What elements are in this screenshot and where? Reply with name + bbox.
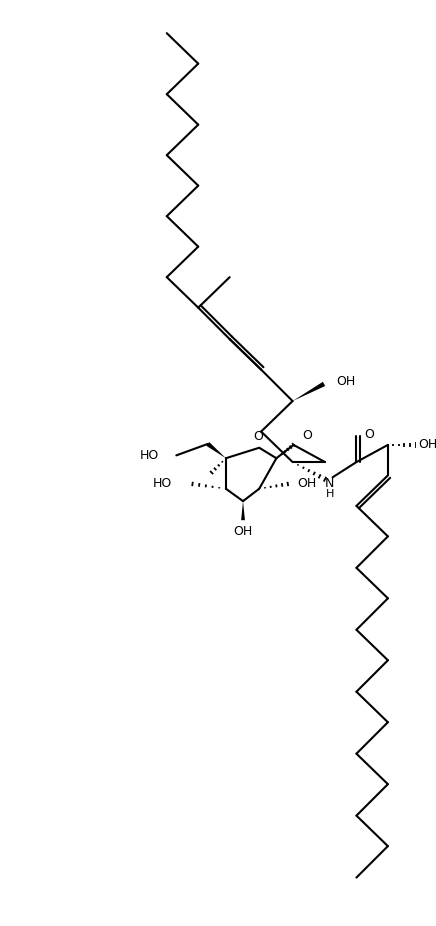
Text: OH: OH	[419, 438, 436, 451]
Text: N: N	[325, 477, 334, 490]
Text: O: O	[253, 430, 263, 443]
Text: HO: HO	[152, 478, 171, 491]
Text: OH: OH	[233, 525, 252, 538]
Text: O: O	[364, 428, 374, 441]
Polygon shape	[206, 442, 226, 458]
Text: OH: OH	[336, 375, 356, 389]
Text: OH: OH	[297, 478, 317, 491]
Text: O: O	[302, 429, 312, 442]
Polygon shape	[293, 382, 325, 401]
Text: H: H	[326, 490, 334, 499]
Polygon shape	[241, 501, 245, 520]
Text: HO: HO	[140, 449, 159, 462]
